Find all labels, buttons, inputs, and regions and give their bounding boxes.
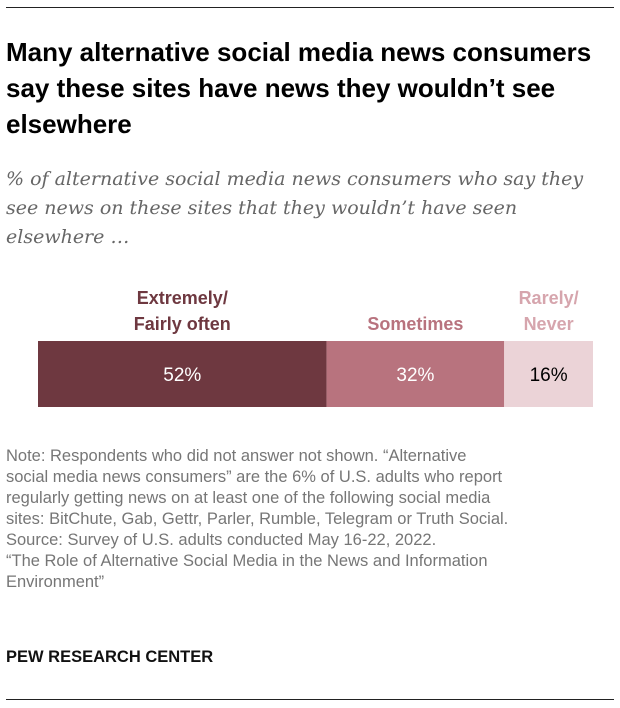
- chart-title: Many alternative social media news consu…: [6, 37, 592, 139]
- bottom-rule: [6, 699, 614, 700]
- chart-subtitle: % of alternative social media news consu…: [6, 168, 584, 248]
- notes-block: Note: Respondents who did not answer not…: [6, 446, 616, 593]
- note-line: social media news consumers” are the 6% …: [6, 468, 503, 486]
- data-label-2: 32%: [396, 365, 434, 386]
- note-line: Note: Respondents who did not answer not…: [6, 447, 467, 465]
- report-title-line: “The Role of Alternative Social Media in…: [6, 552, 488, 570]
- data-label-3: 16%: [530, 365, 568, 386]
- data-label-1: 52%: [163, 365, 201, 386]
- note-line: regularly getting news on at least one o…: [6, 489, 491, 507]
- stacked-bar-chart: 52% Extremely/Fairly often 32% Sometimes 16%…: [38, 288, 593, 407]
- pew-research-center-credit: PEW RESEARCH CENTER: [6, 648, 214, 666]
- note-line: sites: BitChute, Gab, Gettr, Parler, Rum…: [6, 510, 509, 528]
- bar-segment-2: [326, 341, 505, 407]
- source-line: Source: Survey of U.S. adults conducted …: [6, 531, 437, 549]
- bar-segment-1: [38, 341, 327, 407]
- series-label-1: Fairly often: [134, 314, 231, 334]
- bar-segment-3: [504, 341, 593, 407]
- series-label-3: Never: [524, 314, 574, 334]
- series-label-3: Rarely/: [519, 288, 579, 308]
- series-label-2: Sometimes: [367, 314, 463, 334]
- top-rule: [6, 7, 614, 8]
- series-label-1: Extremely/: [137, 288, 228, 308]
- report-title-line: Environment”: [6, 573, 105, 591]
